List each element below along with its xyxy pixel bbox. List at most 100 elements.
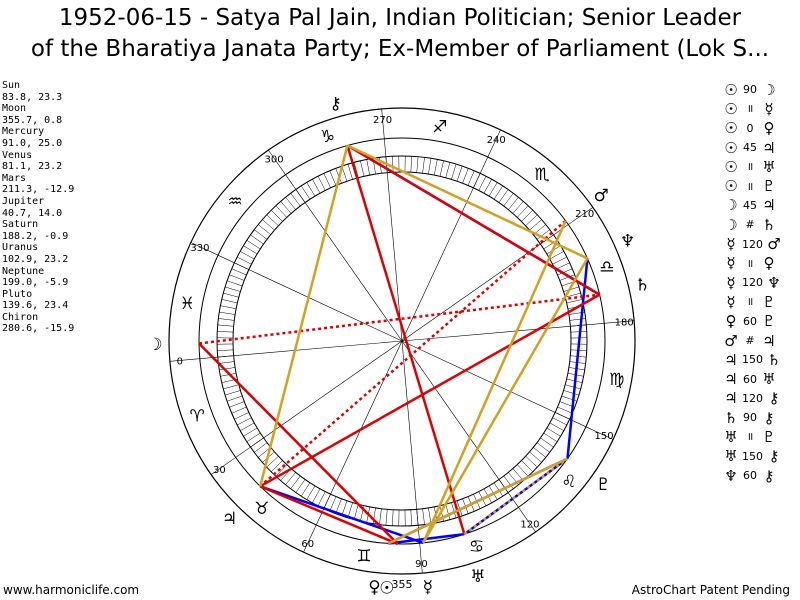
aspect-type: # <box>745 218 755 232</box>
degree-tick <box>306 485 316 500</box>
aspect-type: 150 <box>742 449 763 463</box>
degree-tick <box>275 464 287 477</box>
aspect-planet-2: ☿ <box>764 99 774 118</box>
aspect-row: ☉ ॥ ♇ <box>722 176 800 195</box>
aspect-type: 120 <box>742 391 763 405</box>
degree-tick <box>570 324 587 327</box>
aspect-line <box>346 144 588 260</box>
degree-tick <box>237 256 252 265</box>
degree-tick <box>237 417 252 426</box>
degree-tick <box>329 170 337 186</box>
aspect-planet-1: ☉ <box>724 177 738 196</box>
aspect-planet-2: ⚷ <box>768 389 780 408</box>
aspect-line <box>259 145 349 487</box>
degree-tick <box>225 286 241 292</box>
planet-coords-uranus: 102.9, 23.2 <box>2 253 69 265</box>
planet-coords-moon: 355.7, 0.8 <box>2 114 63 126</box>
aspect-type: ॥ <box>746 295 754 309</box>
zodiac-sign-icon: ♌ <box>561 472 576 492</box>
degree-tick <box>385 509 388 526</box>
aspect-row: ☉ 0 ♀ <box>722 119 800 138</box>
degree-tick <box>451 164 457 180</box>
degree-tick <box>329 496 337 512</box>
zodiac-sign-icon: ♋ <box>469 537 484 557</box>
footer-website[interactable]: www.harmoniclife.com <box>3 583 140 597</box>
degree-tick <box>557 406 573 414</box>
degree-tick <box>290 475 301 489</box>
chart-title-line-2: of the Bharatiya Janata Party; Ex-Member… <box>30 36 770 62</box>
degree-tick <box>536 442 550 453</box>
degree-tick <box>549 251 564 260</box>
planet-name-chiron: Chiron <box>2 311 39 323</box>
degree-tick <box>223 292 239 298</box>
degree-tick <box>218 318 235 321</box>
aspect-row: ♅ ॥ ♇ <box>722 427 800 446</box>
aspect-type: # <box>745 334 755 347</box>
degree-tick <box>240 251 255 260</box>
degree-tick <box>250 437 264 448</box>
aspect-planet-2: ♆ <box>767 273 781 292</box>
degree-tick <box>275 205 287 218</box>
degree-tick <box>563 390 579 396</box>
outer-ring <box>168 107 636 575</box>
degree-tick <box>231 406 247 414</box>
degree-tick <box>533 447 546 458</box>
degree-tick <box>416 156 419 173</box>
aspect-planet-2: ♂ <box>767 235 781 254</box>
degree-tick <box>410 156 412 173</box>
degree-tick <box>254 229 268 240</box>
aspect-type: 0 <box>746 121 754 135</box>
aspect-line <box>346 144 601 296</box>
degree-tick <box>341 500 348 517</box>
division-line-outer <box>303 524 317 553</box>
zodiac-sign-icon: ♈ <box>190 407 205 427</box>
planet-coords-sun: 83.8, 23.3 <box>2 91 63 103</box>
degree-tick <box>280 201 292 214</box>
aspect-planet-1: ♄ <box>724 408 738 427</box>
aspect-planet-1: ☉ <box>724 119 738 138</box>
degree-tick <box>543 240 558 250</box>
degree-label: 270 <box>373 115 392 126</box>
aspect-planet-1: ☽ <box>724 215 738 234</box>
aspect-type: 60 <box>743 372 757 386</box>
degree-tick <box>503 193 514 207</box>
degree-tick <box>221 299 238 304</box>
degree-tick <box>223 384 239 390</box>
planet-coords-chiron: 280.6, -15.9 <box>2 323 75 335</box>
degree-tick <box>555 412 570 420</box>
planet-coords-mars: 211.3, -12.9 <box>2 184 75 196</box>
planet-coords-venus: 81.1, 23.2 <box>2 161 63 173</box>
degree-tick <box>517 464 529 477</box>
footer-credit: AstroChart Patent Pending <box>631 583 790 597</box>
degree-tick <box>508 197 519 210</box>
degree-tick <box>317 176 326 191</box>
planet-neptune-icon: ♆ <box>620 232 635 252</box>
degree-tick <box>323 494 331 509</box>
zodiac-sign-icon: ♒ <box>227 192 242 212</box>
degree-tick <box>521 210 533 222</box>
degree-tick <box>379 508 382 525</box>
division-line-outer <box>568 207 594 225</box>
degree-tick <box>335 498 342 514</box>
zodiac-sign-icon: ♉ <box>254 499 269 519</box>
degree-tick <box>570 331 587 333</box>
degree-tick <box>512 201 524 214</box>
aspect-planet-1: ☿ <box>726 254 736 273</box>
aspect-type: ॥ <box>746 430 754 444</box>
aspect-row: ☿ 120 ♂ <box>722 234 800 253</box>
degree-tick <box>258 224 271 235</box>
aspect-planet-1: ☉ <box>724 80 738 99</box>
aspect-type: 120 <box>742 237 763 251</box>
aspect-line <box>346 145 466 535</box>
aspect-planet-2: ⚷ <box>763 408 775 427</box>
degree-tick <box>254 442 268 453</box>
degree-tick <box>529 451 542 463</box>
degree-tick <box>525 456 538 468</box>
aspect-row: ☉ ॥ ☿ <box>722 99 800 118</box>
aspect-line <box>259 293 601 488</box>
degree-tick <box>451 502 457 518</box>
aspect-row: ♃ 150 ♄ <box>722 350 800 369</box>
division-line-outer <box>585 426 614 440</box>
sign-ring <box>198 137 606 545</box>
